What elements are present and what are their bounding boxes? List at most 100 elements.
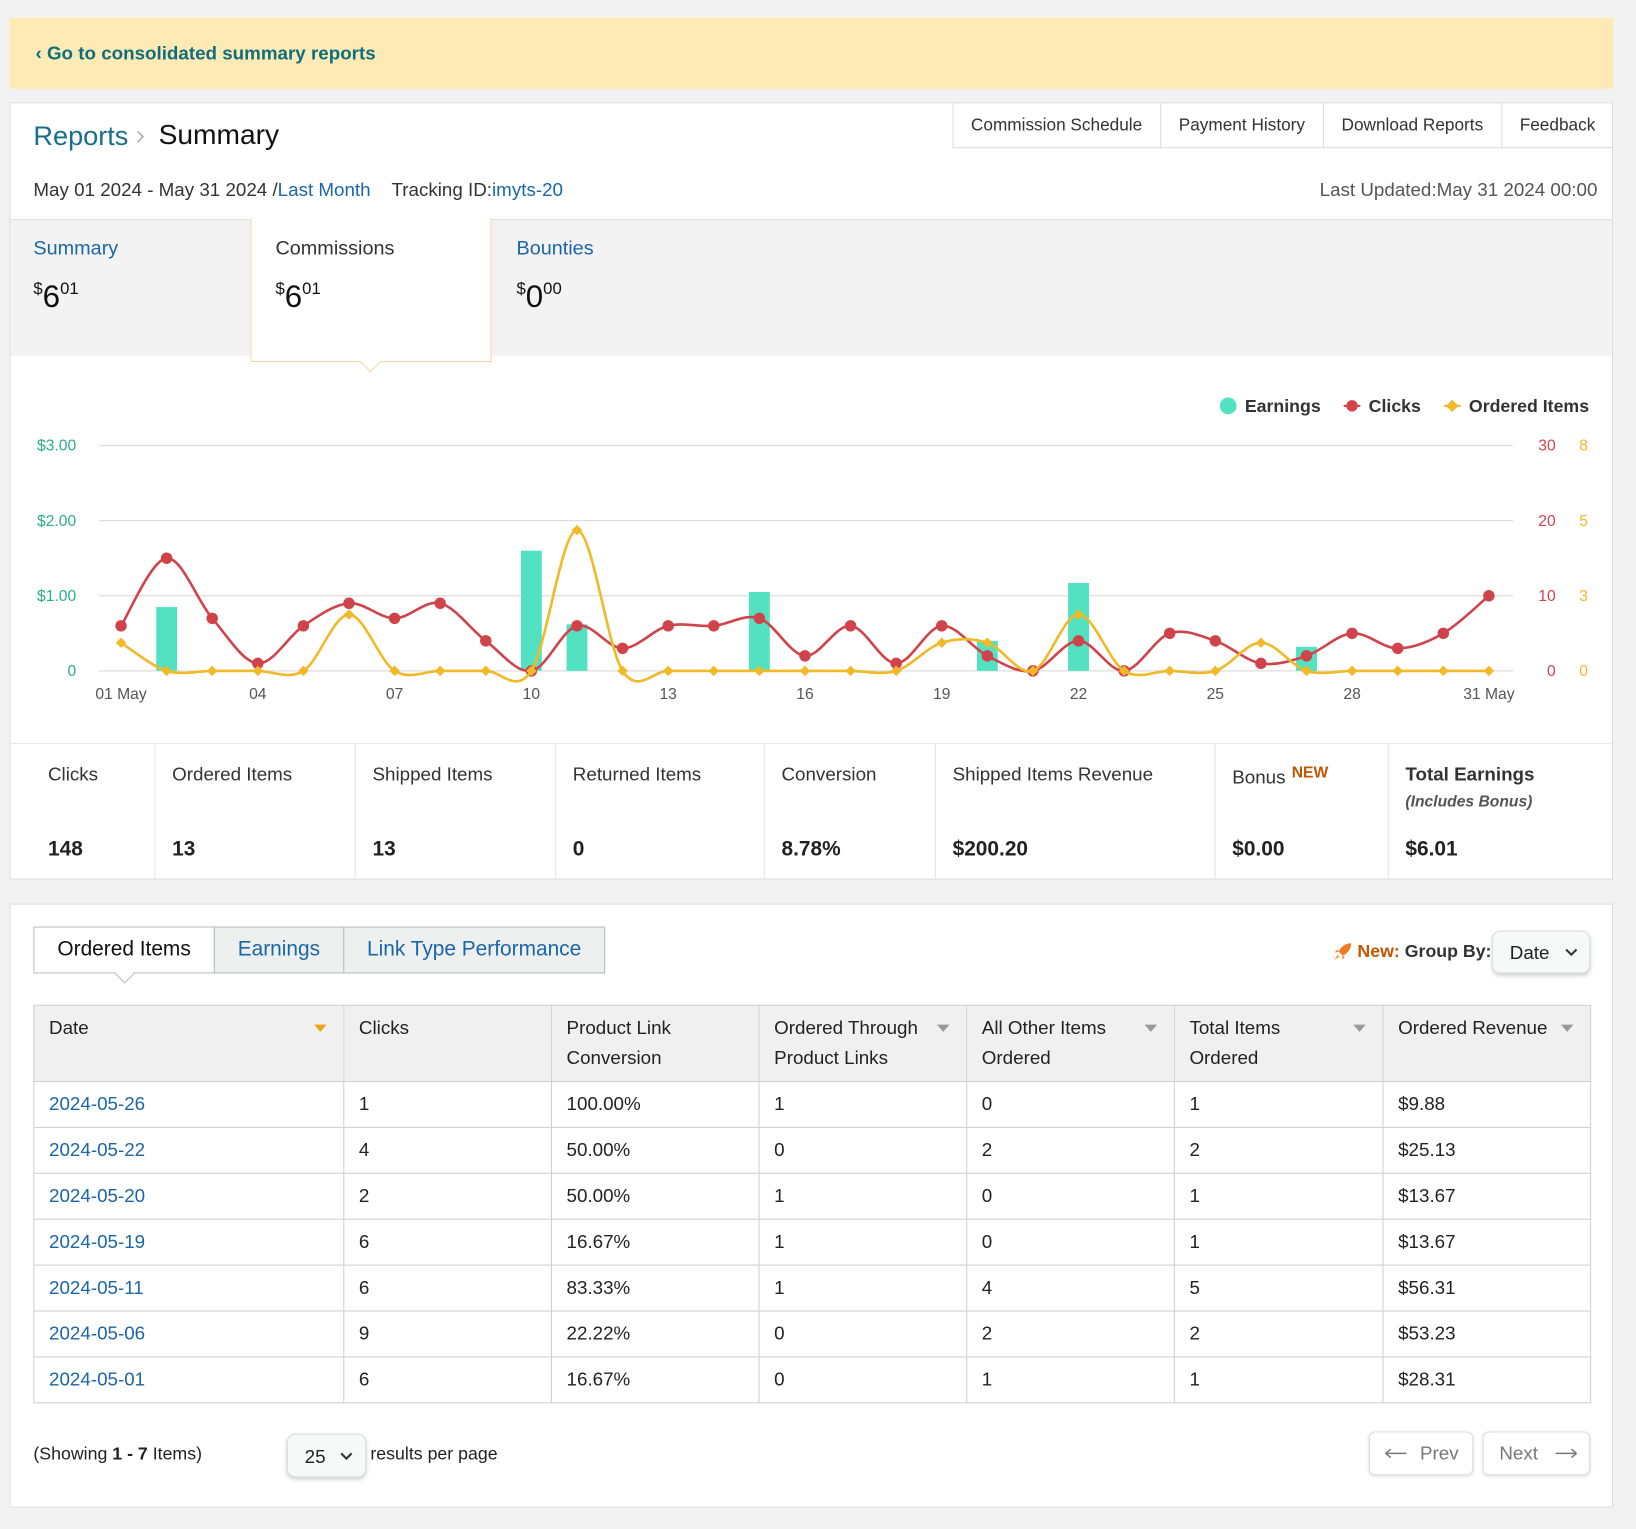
x-tick-label: 01 May — [95, 686, 146, 703]
clicks-marker — [753, 612, 766, 625]
stat-cell: Bonus NEW $0.00 — [1214, 742, 1387, 880]
table-cell: $28.31 — [1382, 1356, 1592, 1404]
table-cell: 2024-05-01 — [33, 1356, 345, 1404]
y2-tick-label: 10 — [1538, 588, 1556, 605]
table-cell: 2024-05-26 — [33, 1080, 345, 1128]
banner — [9, 17, 1614, 89]
table-cell: 1 — [343, 1080, 552, 1128]
table-cell: 6 — [343, 1218, 552, 1266]
cell-text: 1 — [1189, 1231, 1200, 1253]
clicks-marker — [434, 597, 446, 610]
header-row: Date Clicks Product Link Conversion Ordered… — [33, 1004, 1592, 1082]
group-by-select[interactable]: Date — [1492, 930, 1591, 974]
cell-text: 16.67% — [566, 1368, 631, 1390]
cell-text: 100.00% — [566, 1093, 641, 1115]
prev-label: Prev — [1420, 1442, 1459, 1464]
breadcrumb-link[interactable]: Reports — [33, 119, 129, 152]
summary-tab-label[interactable]: Bounties — [516, 237, 594, 260]
report-tab[interactable]: Earnings — [213, 926, 345, 974]
table-cell: 9 — [343, 1310, 552, 1358]
column-header[interactable]: Product Link Conversion — [550, 1004, 760, 1082]
cell-text: 6 — [358, 1277, 370, 1298]
x-tick-label: 07 — [386, 686, 403, 703]
column-header[interactable]: Total Items Ordered — [1173, 1004, 1384, 1082]
next-button[interactable]: Next — [1482, 1431, 1591, 1476]
cell-text: $28.31 — [1398, 1368, 1456, 1390]
ordered-marker — [1438, 665, 1449, 677]
stat-label-text: Returned Items — [572, 763, 702, 785]
column-header[interactable]: Date — [33, 1004, 345, 1082]
date-link[interactable]: 2024-05-26 — [49, 1093, 146, 1115]
column-header[interactable]: Ordered Through Product Links — [758, 1004, 968, 1082]
table-cell: 6 — [343, 1264, 552, 1312]
clicks-marker — [343, 597, 355, 610]
tracking-id[interactable]: imyts-20 — [492, 179, 563, 201]
date-link[interactable]: 2024-05-19 — [49, 1231, 146, 1253]
table-cell: 0 — [758, 1126, 968, 1174]
nav-item[interactable]: Feedback — [1500, 102, 1614, 149]
earnings-bar — [748, 592, 770, 671]
cell-text: 6 — [358, 1368, 370, 1390]
stats-divider — [10, 742, 1613, 744]
arrow-right — [1555, 1448, 1577, 1459]
summary-tab-label[interactable]: Summary — [33, 237, 119, 260]
per-page-select[interactable]: 25 — [286, 1433, 367, 1478]
per-page-value: 25 — [304, 1446, 326, 1467]
rocket-icon — [1334, 943, 1352, 960]
ordered-marker — [799, 665, 811, 677]
cell-text: 0 — [981, 1185, 993, 1207]
ordered-marker — [662, 665, 674, 677]
summary-tab-label[interactable]: Commissions — [275, 237, 395, 260]
clicks-marker — [1346, 627, 1358, 640]
table-cell: 1 — [966, 1356, 1175, 1404]
amount-whole: 6 — [42, 279, 61, 315]
ordered-marker — [1210, 665, 1221, 677]
x-tick-label: 16 — [796, 686, 814, 703]
date-link[interactable]: 2024-05-01 — [49, 1368, 146, 1390]
date-link[interactable]: 2024-05-20 — [49, 1185, 146, 1207]
report-tab[interactable]: Link Type Performance — [343, 926, 606, 974]
table-cell: 2 — [966, 1126, 1175, 1174]
y3-tick-label: 5 — [1579, 513, 1588, 530]
table-cell: $9.88 — [1382, 1080, 1592, 1128]
summary-amount: $000 — [516, 280, 561, 315]
ordered-marker — [1483, 665, 1495, 677]
table-cell: 0 — [966, 1218, 1175, 1266]
stat-label-text: Total Earnings — [1405, 763, 1535, 785]
stat-value: 148 — [47, 837, 83, 861]
column-header[interactable]: Clicks — [343, 1004, 552, 1082]
stat-cell: Returned Items 0 — [555, 742, 764, 880]
x-tick-label: 22 — [1070, 686, 1087, 703]
table-cell: 1 — [1173, 1172, 1384, 1220]
table-row: 2024-05-01 6 16.67% 0 1 1 $28.31 — [33, 1356, 1592, 1404]
nav-item[interactable]: Download Reports — [1322, 102, 1501, 149]
y-tick-label: $1.00 — [37, 588, 76, 605]
prev-button[interactable]: Prev — [1368, 1431, 1474, 1476]
table-cell: 0 — [758, 1310, 968, 1358]
nav-item[interactable]: Commission Schedule — [952, 102, 1160, 149]
nav-item[interactable]: Payment History — [1159, 102, 1323, 149]
y3-tick-label: 3 — [1579, 588, 1588, 605]
column-header[interactable]: Ordered Revenue — [1382, 1004, 1592, 1082]
column-header[interactable]: All Other Items Ordered — [966, 1004, 1175, 1082]
clicks-marker — [571, 620, 583, 632]
stat-label: Bonus NEW — [1232, 764, 1328, 789]
date-link[interactable]: 2024-05-06 — [49, 1322, 146, 1344]
cell-text: 50.00% — [566, 1139, 631, 1161]
cell-text: 1 — [1189, 1185, 1200, 1207]
date-link[interactable]: 2024-05-22 — [49, 1139, 146, 1161]
table-cell: 1 — [758, 1172, 968, 1220]
stat-cell: Shipped Items Revenue $200.20 — [934, 742, 1215, 880]
clicks-marker — [1300, 650, 1313, 662]
cell-text: 0 — [981, 1231, 993, 1253]
tracking-label: Tracking ID: — [391, 179, 493, 201]
cell-text: $13.67 — [1398, 1231, 1456, 1253]
cell-text: $53.23 — [1398, 1322, 1456, 1344]
period-link[interactable]: Last Month — [277, 179, 371, 201]
table-cell: 2 — [1173, 1126, 1384, 1174]
ordered-marker — [1164, 665, 1175, 677]
next-label: Next — [1499, 1442, 1538, 1464]
date-link[interactable]: 2024-05-11 — [49, 1277, 144, 1298]
cell-text: 0 — [774, 1139, 785, 1161]
consolidated-link[interactable]: ‹ Go to consolidated summary reports — [35, 42, 376, 64]
